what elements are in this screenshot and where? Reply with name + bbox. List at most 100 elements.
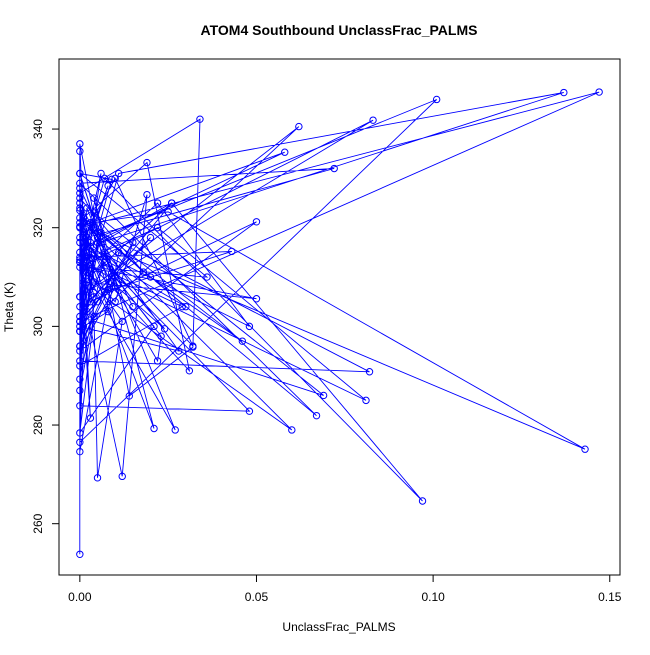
chart-title: ATOM4 Southbound UnclassFrac_PALMS [201,22,478,38]
data-point [79,248,88,257]
data-point [182,302,190,311]
data-point [76,184,84,192]
data-point [196,115,204,123]
x-tick-label: 0.15 [598,590,622,604]
y-tick-label: 300 [31,316,45,336]
data-point [86,238,95,247]
data-point [79,307,88,316]
data-point [76,214,84,222]
data-point [83,288,91,296]
data-point [76,327,84,336]
data-point [115,169,123,178]
data-point [76,248,84,257]
data-point [83,253,91,262]
data-point [83,233,91,242]
data-point [76,293,84,301]
data-point [90,209,98,217]
data-point [86,283,95,291]
data-point [288,426,296,434]
data-point [295,122,303,131]
data-point [252,218,261,226]
data-point [157,332,165,340]
data-point [76,447,84,456]
y-axis-label: Theta (K) [2,282,16,332]
data-point [97,238,105,247]
x-axis-label: UnclassFrac_PALMS [282,620,395,634]
data-point [203,273,211,281]
data-point [76,438,84,447]
data-point [76,312,84,321]
data-point [76,429,84,437]
data-point [111,283,119,291]
data-point [76,147,84,155]
x-tick-label: 0.05 [245,590,269,604]
data-point [185,367,194,375]
data-point [83,268,91,276]
data-point [167,199,176,207]
data-point [93,238,102,247]
data-point [129,302,137,311]
data-point [150,322,158,331]
data-point [143,158,151,167]
data-point [178,302,186,311]
data-point [86,253,95,262]
data-point [143,190,151,199]
data-point [115,248,123,257]
data-point [365,368,374,376]
data-point [164,208,172,216]
data-point [100,258,109,266]
data-point [79,219,88,227]
y-tick-label: 320 [31,217,45,237]
data-point [76,204,84,212]
data-point [76,258,84,266]
data-point [79,268,88,276]
data-point [150,424,158,433]
data-point [100,248,109,257]
data-point [104,182,112,190]
data-point [76,233,84,242]
data-point [245,322,254,331]
data-point [146,273,155,281]
data-point [76,375,84,383]
data-point [369,116,377,124]
data-point [76,342,84,350]
data-point [79,214,88,222]
data-point [76,219,84,227]
data-point [125,392,134,400]
data-point [129,238,137,247]
data-point [90,293,98,301]
data-point [111,298,119,306]
data-point [362,396,370,405]
data-point [595,88,603,96]
data-point [90,194,98,202]
y-tick-label: 340 [31,119,45,139]
data-point [228,247,236,256]
y-axis: 260 280 300 320 340 [31,119,60,534]
data-point [76,322,84,331]
data-point [107,273,116,281]
data-point [107,278,116,286]
data-point [107,175,116,184]
data-point [175,347,183,355]
data-point [90,224,98,232]
data-point [560,88,568,97]
data-point [100,288,109,296]
data-point [281,148,289,156]
data-point [118,472,126,481]
data-point [76,386,84,395]
series-points [76,88,603,558]
data-point [76,347,84,355]
data-point [160,325,169,333]
data-point [252,295,261,303]
data-point [76,199,84,207]
data-point [79,293,88,301]
data-point [76,302,84,311]
data-point [97,264,105,272]
data-point [86,414,95,422]
data-point [111,273,119,281]
data-point [93,233,102,242]
data-point [312,411,321,420]
data-point [83,307,91,316]
